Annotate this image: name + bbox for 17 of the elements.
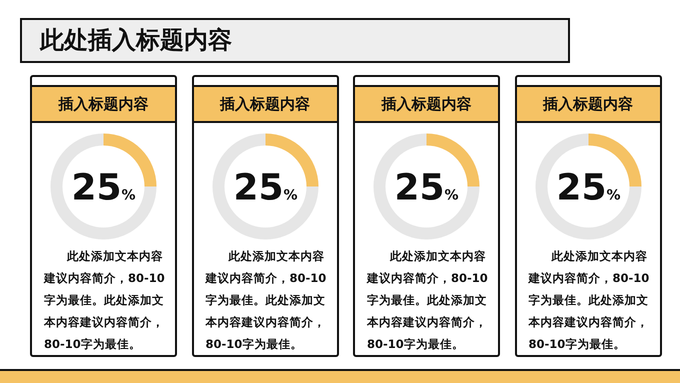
- text: 此处添加文本内容建议内容简介，80-10字为最佳。此处添加文本内容建议内容简介，80-10字为最佳。: [44, 248, 166, 353]
- text: 25%: [394, 168, 459, 208]
- text: 此处添加文本内容建议内容简介，80-10字为最佳。此处添加文本内容建议内容简介，80-10字为最佳。: [206, 248, 328, 353]
- donut-slice: [374, 134, 480, 240]
- text: 此处添加文本内容建议内容简介，80-10字为最佳。此处添加文本内容建议内容简介，80-10字为最佳。: [528, 248, 650, 353]
- donut-slice: [50, 134, 156, 240]
- text: 25%: [71, 168, 136, 208]
- donut-slice: [212, 134, 318, 240]
- donut-slice: [535, 134, 641, 240]
- text: 25%: [232, 168, 298, 208]
- text: 此处插入标题内容: [22, 20, 568, 61]
- chart-title: 插入标题内容: [355, 85, 498, 123]
- chart-title: 插入标题内容: [194, 85, 336, 123]
- chart-title: 插入标题内容: [32, 85, 175, 123]
- chart-title: 插入标题内容: [516, 85, 660, 123]
- text: 25%: [556, 168, 620, 208]
- text: 此处添加文本内容建议内容简介，80-10字为最佳。此处添加文本内容建议内容简介，80-10字为最佳。: [367, 248, 489, 353]
